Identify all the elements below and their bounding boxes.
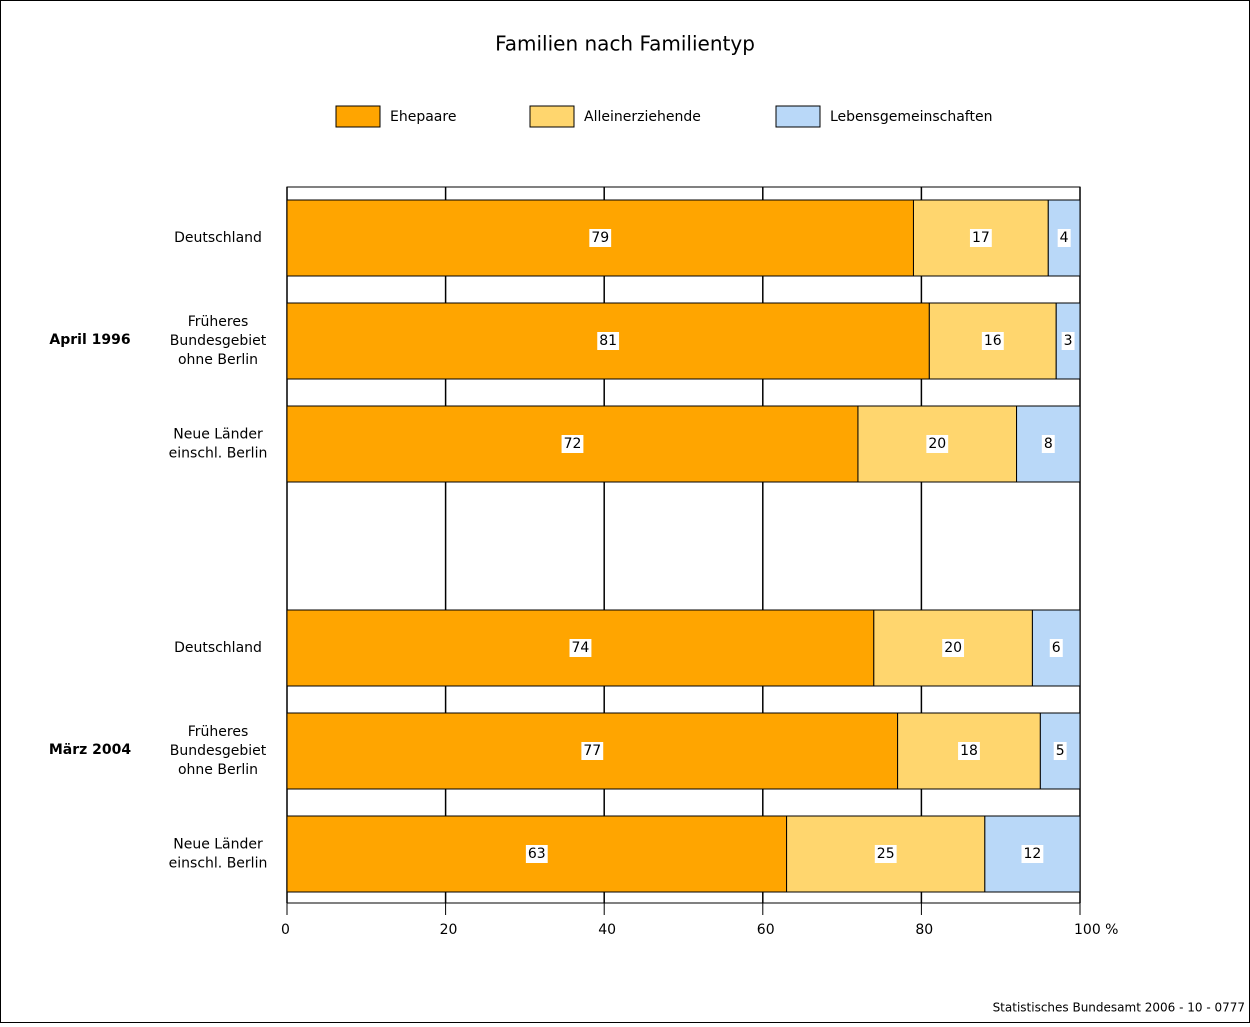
value-label-text: 77: [583, 743, 601, 759]
value-label-bg: [597, 332, 620, 350]
value-label-bg: [1041, 435, 1055, 453]
bar-segment: [1039, 712, 1081, 790]
y-tick-label: Früheres: [188, 314, 249, 330]
value-label-bg: [926, 435, 949, 453]
y-tick-label: Bundesgebiet: [170, 333, 267, 349]
source: Statistisches Bundesamt 2006 - 10 - 0777: [993, 1001, 1245, 1015]
value-label-bg: [874, 845, 897, 863]
y-tick-label: Neue Länder: [173, 837, 263, 853]
x-tick-label: 40: [598, 922, 616, 938]
y-tick-label: Deutschland: [174, 640, 262, 656]
value-label-text: 16: [984, 333, 1002, 349]
value-label-bg: [569, 639, 592, 657]
value-label: 17: [969, 229, 992, 247]
value-label: 20: [926, 435, 949, 453]
value-label-text: 74: [571, 640, 589, 656]
value-label-text: 20: [944, 640, 962, 656]
legend-label: Alleinerziehende: [584, 109, 701, 125]
y-tick-label: Bundesgebiet: [170, 743, 267, 759]
value-label: 25: [874, 845, 897, 863]
value-label-bg: [525, 845, 548, 863]
value-label-bg: [1049, 639, 1063, 657]
value-label-bg: [958, 742, 980, 760]
y-tick-label: einschl. Berlin: [169, 446, 268, 462]
value-label: 81: [597, 332, 620, 350]
value-label: 4: [1057, 229, 1071, 247]
value-label-text: 25: [877, 846, 895, 862]
value-label: 20: [942, 639, 965, 657]
value-label: 79: [589, 229, 612, 247]
value-label-text: 72: [564, 436, 582, 452]
value-label: 5: [1053, 742, 1067, 760]
value-label-text: 5: [1056, 743, 1065, 759]
value-label: 18: [958, 742, 980, 760]
value-label: 12: [1021, 845, 1044, 863]
value-label: 77: [581, 742, 604, 760]
y-tick-label: Neue Länder: [173, 427, 263, 443]
value-label: 74: [569, 639, 592, 657]
legend-swatch: [529, 105, 575, 128]
value-label: 3: [1061, 332, 1075, 350]
value-label: 6: [1049, 639, 1063, 657]
value-label-bg: [942, 639, 965, 657]
group-label: März 2004: [49, 742, 132, 758]
value-label-bg: [1021, 845, 1044, 863]
bar-segment: [286, 815, 788, 893]
value-label-text: 79: [591, 230, 609, 246]
value-label-bg: [581, 742, 604, 760]
value-label: 16: [981, 332, 1004, 350]
value-label-bg: [969, 229, 992, 247]
x-tick-label: 60: [757, 922, 775, 938]
value-label-text: 4: [1060, 230, 1069, 246]
value-label: 72: [561, 435, 584, 453]
value-label-bg: [1057, 229, 1071, 247]
value-label-text: 17: [972, 230, 990, 246]
y-tick-label: Früheres: [188, 724, 249, 740]
value-label-text: 63: [528, 846, 546, 862]
chart-title: Familien nach Familientyp: [495, 32, 755, 56]
value-label-text: 81: [599, 333, 617, 349]
legend-label: Ehepaare: [390, 109, 456, 125]
value-label-bg: [561, 435, 584, 453]
x-tick-label: 0: [281, 922, 290, 938]
value-label-bg: [589, 229, 612, 247]
value-label-bg: [981, 332, 1004, 350]
value-label-bg: [1053, 742, 1067, 760]
y-tick-label: ohne Berlin: [178, 762, 258, 778]
value-label-bg: [1061, 332, 1075, 350]
y-tick-label: einschl. Berlin: [169, 856, 268, 872]
legend-label: Lebensgemeinschaften: [830, 109, 992, 125]
value-label-text: 3: [1064, 333, 1073, 349]
x-tick-label: 80: [915, 922, 933, 938]
x-tick-label: 100 %: [1074, 922, 1118, 938]
value-label: 8: [1041, 435, 1055, 453]
group-label: April 1996: [49, 332, 130, 348]
y-tick-label: ohne Berlin: [178, 352, 258, 368]
x-tick-label: 20: [440, 922, 458, 938]
legend-swatch: [775, 105, 821, 128]
bar-segment: [1016, 405, 1081, 483]
value-label-text: 6: [1052, 640, 1061, 656]
value-label-text: 12: [1024, 846, 1042, 862]
value-label-text: 8: [1044, 436, 1053, 452]
value-label: 63: [525, 845, 548, 863]
y-tick-label: Deutschland: [174, 230, 262, 246]
value-label-text: 18: [960, 743, 978, 759]
value-label-text: 20: [928, 436, 946, 452]
legend-swatch: [335, 105, 381, 128]
